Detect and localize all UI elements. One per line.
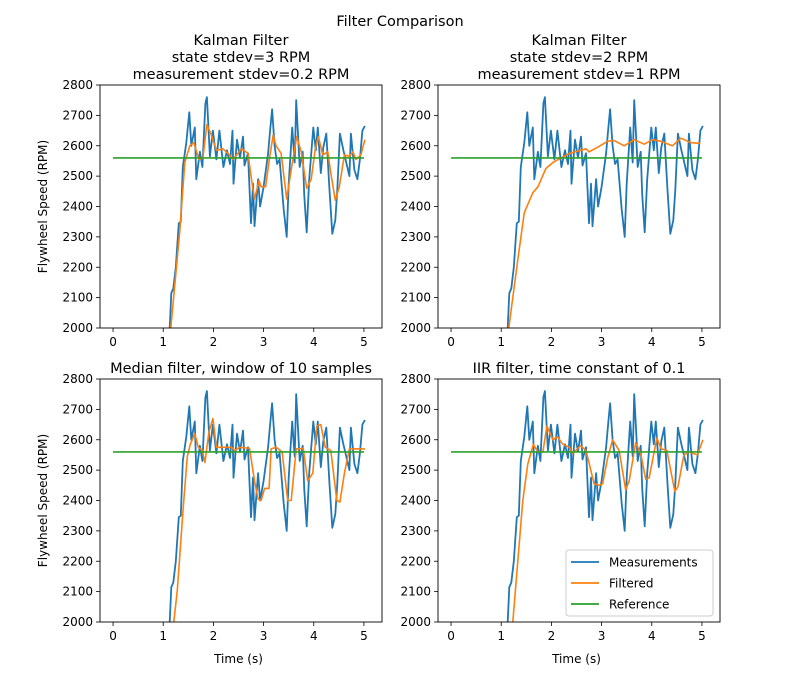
legend-entry: Measurements [609,556,698,570]
x-tick-label: 0 [447,335,455,349]
y-tick-label: 2300 [400,230,431,244]
x-tick-label: 1 [497,629,505,643]
y-tick-label: 2700 [62,108,93,122]
y-tick-label: 2200 [62,554,93,568]
y-tick-label: 2100 [400,291,431,305]
filtered-line [508,137,701,328]
measurements-line [168,390,366,622]
y-tick-label: 2100 [62,585,93,599]
x-tick-label: 2 [548,629,556,643]
subplot-title: Kalman Filter [194,33,289,49]
figure-title: Filter Comparison [336,14,463,30]
x-tick-label: 4 [648,629,656,643]
x-axis-label: Time (s) [551,652,601,666]
y-tick-label: 2000 [400,615,431,629]
y-tick-label: 2100 [62,291,93,305]
x-tick-label: 0 [109,335,117,349]
y-tick-label: 2800 [62,372,93,386]
y-tick-label: 2400 [62,200,93,214]
y-tick-label: 2800 [400,78,431,92]
x-tick-label: 0 [447,629,455,643]
measurements-line [506,390,704,622]
y-tick-label: 2600 [62,139,93,153]
y-tick-label: 2800 [62,78,93,92]
x-tick-label: 2 [210,335,218,349]
y-tick-label: 2600 [400,433,431,447]
y-tick-label: 2700 [400,108,431,122]
y-tick-label: 2000 [62,615,93,629]
subplot-1: 0 1 2 3 4 5 2000 2100 2200 2300 2400 2500 2600 2700 28… [36,33,383,349]
y-tick-label: 2400 [62,494,93,508]
y-tick-label: 2500 [400,463,431,477]
subplot-title: measurement stdev=0.2 RPM [133,67,350,83]
y-tick-label: 2100 [400,585,431,599]
subplot-title: Median filter, window of 10 samples [110,361,372,377]
x-tick-label: 3 [598,629,606,643]
x-tick-label: 2 [210,629,218,643]
measurements-line [506,96,704,328]
y-tick-label: 2400 [400,200,431,214]
legend-entry: Filtered [609,577,653,591]
x-tick-label: 5 [360,629,368,643]
y-tick-label: 2300 [400,524,431,538]
subplot-title: measurement stdev=1 RPM [477,67,680,83]
x-tick-label: 3 [598,335,606,349]
filtered-line [173,417,365,622]
subplot-2: 0 1 2 3 4 5 2000 2100 2200 2300 2400 2500 2600 2700 28… [400,33,721,349]
legend: Measurements Filtered Reference [565,549,714,617]
y-tick-label: 2600 [400,139,431,153]
plot-area [113,390,366,622]
filtered-line [170,123,366,328]
y-axis-label: Flywheel Speed (RPM) [36,140,50,273]
y-tick-label: 2500 [62,169,93,183]
plot-area [451,96,704,328]
x-tick-label: 1 [497,335,505,349]
y-tick-label: 2600 [62,433,93,447]
y-tick-label: 2400 [400,494,431,508]
y-tick-label: 2700 [62,402,93,416]
x-tick-label: 1 [159,629,167,643]
x-tick-label: 3 [260,629,268,643]
y-tick-label: 2500 [62,463,93,477]
y-tick-label: 2500 [400,169,431,183]
legend-box [565,549,714,617]
x-tick-label: 4 [310,629,318,643]
measurements-line [168,96,366,328]
y-tick-label: 2000 [62,321,93,335]
y-tick-label: 2700 [400,402,431,416]
y-axis-label: Flywheel Speed (RPM) [36,434,50,567]
y-tick-label: 2200 [400,260,431,274]
x-tick-label: 4 [648,335,656,349]
x-tick-label: 0 [109,629,117,643]
x-tick-label: 5 [698,629,706,643]
subplot-title: state stdev=3 RPM [172,50,311,66]
subplot-title: IIR filter, time constant of 0.1 [473,361,686,377]
x-axis-label: Time (s) [213,652,263,666]
plot-area [113,96,366,328]
y-tick-label: 2300 [62,524,93,538]
x-tick-label: 2 [548,335,556,349]
y-tick-label: 2200 [400,554,431,568]
plot-area [451,390,704,622]
x-tick-label: 3 [260,335,268,349]
y-tick-label: 2000 [400,321,431,335]
subplot-title: state stdev=2 RPM [510,50,649,66]
y-tick-label: 2800 [400,372,431,386]
legend-entry: Reference [609,598,669,612]
y-tick-label: 2300 [62,230,93,244]
subplot-4: 0 1 2 3 4 5 2000 2100 2200 2300 2400 2500 2600 2700 28… [400,361,721,666]
subplot-title: Kalman Filter [532,33,627,49]
x-tick-label: 1 [159,335,167,349]
x-tick-label: 5 [698,335,706,349]
x-tick-label: 4 [310,335,318,349]
subplot-3: 0 1 2 3 4 5 2000 2100 2200 2300 2400 2500 2600 2700 28… [36,361,383,666]
y-tick-label: 2200 [62,260,93,274]
x-tick-label: 5 [360,335,368,349]
